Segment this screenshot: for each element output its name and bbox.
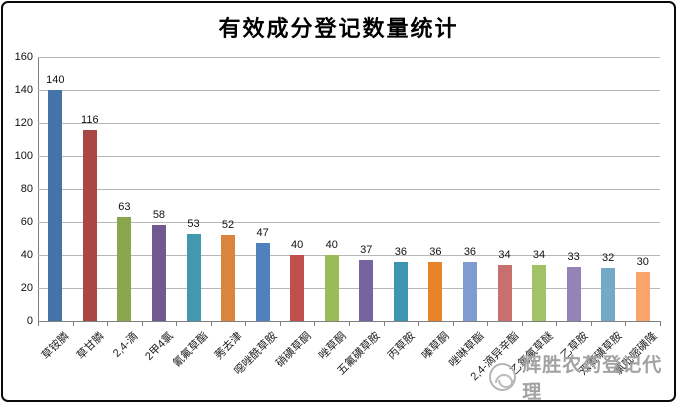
bar-value-label: 40 xyxy=(325,239,338,251)
bar-2甲4氯 xyxy=(151,225,166,321)
bar-2,4-滴 xyxy=(117,217,132,321)
bar-莠去津 xyxy=(221,235,236,321)
bar-2,4-滴异辛酯 xyxy=(497,264,512,321)
x-tick-mark xyxy=(279,322,281,326)
gridline xyxy=(38,222,660,223)
bar-丙草胺 xyxy=(393,261,408,321)
y-tick-label: 0 xyxy=(26,315,33,327)
x-tick-mark xyxy=(452,322,454,326)
gridline xyxy=(38,123,660,124)
bar-value-label: 33 xyxy=(567,250,580,263)
y-tick-label: 20 xyxy=(20,282,33,294)
x-tick-mark xyxy=(107,322,109,326)
bar-value-label: 34 xyxy=(498,248,511,261)
bar-value-label: 116 xyxy=(81,113,99,126)
bar-value-label: 63 xyxy=(118,201,131,214)
y-tick-label: 40 xyxy=(20,249,33,261)
bar-唑啉草酯 xyxy=(462,261,477,321)
bar-value-label: 140 xyxy=(46,74,65,86)
bar-五氟磺草胺 xyxy=(359,259,374,321)
x-tick-mark xyxy=(625,322,627,326)
x-tick-mark xyxy=(245,322,247,326)
bar-嗪草酮 xyxy=(428,261,443,321)
bar-双氟磺草胺 xyxy=(601,268,616,321)
bar-value-label: 34 xyxy=(532,248,546,261)
x-tick-mark xyxy=(660,322,661,326)
bar-value-label: 36 xyxy=(463,245,477,258)
bar-氯吡嘧磺隆 xyxy=(635,271,650,321)
x-tick-mark xyxy=(176,322,178,326)
x-tick-mark xyxy=(383,322,385,326)
bar-value-label: 58 xyxy=(152,209,166,222)
y-tick-label: 140 xyxy=(14,84,33,96)
bar-value-label: 37 xyxy=(360,243,373,256)
y-tick-label: 60 xyxy=(20,216,33,228)
watermark-text: 辉胜农药登记代理 xyxy=(522,355,663,403)
x-tick-mark xyxy=(210,322,212,326)
bar-value-label: 36 xyxy=(394,245,407,258)
gridline xyxy=(38,156,660,157)
plot-area: 140 116 63 58 53 52 47 40 40 37 36 36 36 34 34 33 32 30 xyxy=(38,57,660,321)
chart-title: 有效成分登记数量统计 xyxy=(218,16,459,41)
bar-value-label: 36 xyxy=(429,245,442,258)
x-axis-line xyxy=(38,321,661,322)
bar-value-label: 32 xyxy=(602,252,615,265)
bar-value-label: 30 xyxy=(636,255,649,268)
gridline xyxy=(38,288,660,289)
x-tick-mark xyxy=(314,322,316,326)
bar-氰氟草酯 xyxy=(186,233,201,321)
gridline xyxy=(38,57,660,58)
bar-草铵膦 xyxy=(48,90,63,321)
bar-硝磺草酮 xyxy=(290,255,305,321)
bar-value-label: 53 xyxy=(187,217,200,230)
bar-唑草酮 xyxy=(324,255,339,321)
x-tick-mark xyxy=(487,322,489,326)
y-tick-label: 100 xyxy=(14,150,33,162)
bar-草甘膦 xyxy=(82,129,97,321)
y-tick-label: 120 xyxy=(14,117,33,129)
y-tick-label: 80 xyxy=(20,183,33,195)
bar-乙氧氟草醚 xyxy=(532,264,547,321)
x-tick-mark xyxy=(72,322,74,326)
x-tick-mark xyxy=(521,322,523,326)
x-tick-mark xyxy=(141,322,143,326)
x-tick-mark xyxy=(590,322,592,326)
gridline xyxy=(38,255,660,256)
bar-value-label: 40 xyxy=(291,239,304,251)
bar-乙草胺 xyxy=(566,266,581,321)
watermark: 辉胜农药登记代理 xyxy=(489,350,677,404)
gridline xyxy=(38,189,660,190)
y-tick-label: 160 xyxy=(14,51,33,63)
bar-value-label: 47 xyxy=(256,227,269,240)
watermark-logo-icon xyxy=(489,363,517,391)
x-tick-mark xyxy=(349,322,350,326)
x-tick-mark xyxy=(38,322,39,326)
x-tick-mark xyxy=(556,322,558,326)
x-tick-mark xyxy=(418,322,420,326)
bar-value-label: 52 xyxy=(221,219,235,232)
bar-噁唑酰草胺 xyxy=(255,243,270,321)
gridline xyxy=(38,90,660,91)
